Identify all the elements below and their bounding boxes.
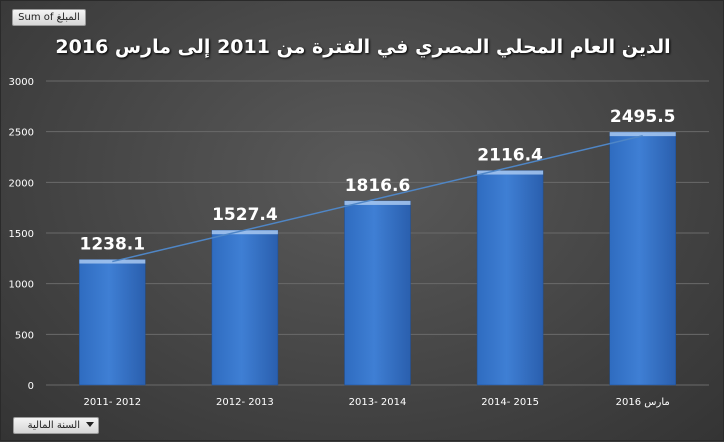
dropdown-arrow-icon[interactable] [86, 422, 94, 427]
data-label: 1816.6 [345, 176, 411, 196]
bar-top-highlight [211, 230, 278, 235]
y-tick-label: 3000 [9, 77, 34, 88]
bar-top-highlight [609, 132, 676, 137]
data-label: 1527.4 [212, 205, 278, 225]
y-tick-label: 1000 [9, 280, 34, 291]
y-tick-label: 2000 [9, 178, 34, 189]
trendline [112, 135, 643, 263]
y-tick-label: 500 [15, 330, 34, 341]
data-label: 2495.5 [610, 107, 676, 127]
x-tick-label: 2014- 2015 [481, 397, 539, 408]
axis-field-label: السنة المالية [27, 420, 80, 431]
data-label: 2116.4 [477, 146, 543, 166]
bar-top-highlight [344, 200, 411, 205]
x-tick-label: 2012- 2013 [216, 397, 274, 408]
values-field-button[interactable]: Sum of المبلغ [12, 9, 86, 26]
x-tick-label: مارس 2016 [616, 397, 670, 408]
axis-field-button[interactable]: السنة المالية [13, 417, 99, 434]
bar [344, 200, 411, 386]
y-tick-label: 0 [28, 381, 34, 392]
chart-title: الدين العام المحلي المصري في الفترة من 2… [55, 36, 671, 58]
bar [476, 170, 544, 386]
bar [211, 229, 279, 386]
x-tick-label: 2013- 2014 [349, 397, 407, 408]
data-label: 1238.1 [79, 235, 145, 255]
bar [79, 259, 146, 386]
x-tick-label: 2011- 2012 [83, 397, 141, 408]
bar [609, 131, 676, 386]
y-tick-label: 2500 [9, 128, 34, 139]
y-tick-label: 1500 [9, 229, 34, 240]
bar-top-highlight [477, 170, 544, 175]
